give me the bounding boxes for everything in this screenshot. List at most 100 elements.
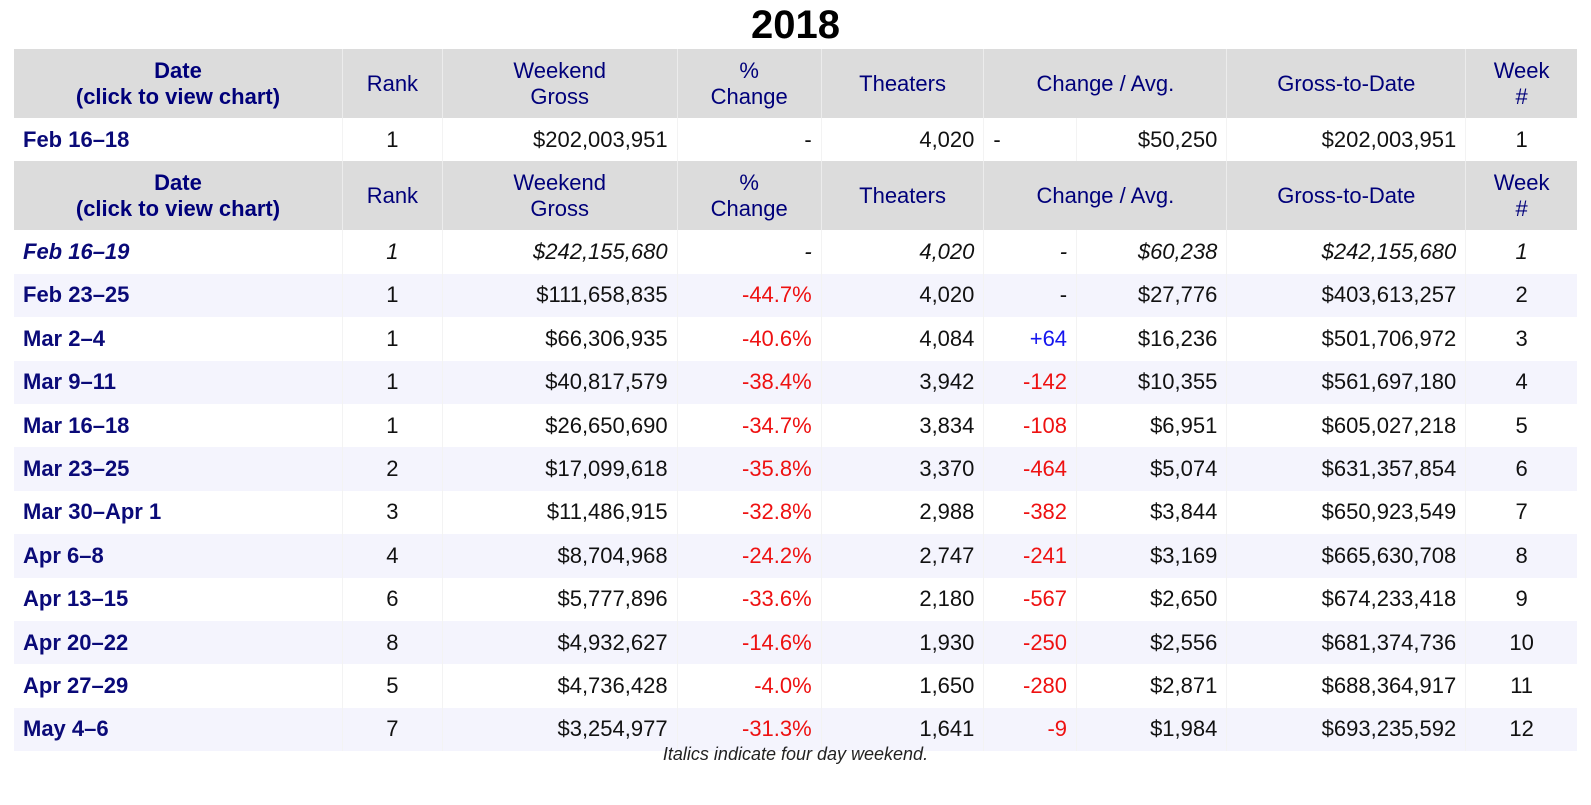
gross-to-date-cell: $561,697,180 — [1226, 360, 1466, 404]
header-rank: Rank — [341, 49, 443, 118]
weekend-gross-cell: $8,704,968 — [441, 534, 678, 578]
average-cell: $6,951 — [1076, 403, 1227, 448]
theater-change-cell: -567 — [983, 577, 1077, 621]
weekend-gross-cell: $11,486,915 — [441, 490, 678, 535]
header-pct-change-line1: % — [739, 169, 759, 195]
week-cell: 4 — [1465, 360, 1577, 404]
average-cell: $2,650 — [1076, 577, 1227, 621]
theater-change-cell: -280 — [983, 664, 1077, 708]
date-link[interactable]: Apr 27–29 — [14, 664, 343, 708]
header-weekend-gross: Weekend Gross — [441, 49, 678, 118]
theaters-cell: 1,641 — [820, 707, 984, 752]
footnote: Italics indicate four day weekend. — [662, 744, 929, 764]
theater-change-cell: - — [983, 230, 1077, 274]
theater-change-cell: -142 — [983, 360, 1077, 404]
theater-change-cell: - — [983, 118, 1077, 162]
average-cell: $16,236 — [1076, 317, 1227, 361]
header-weekend-gross-line2: Gross — [530, 83, 590, 109]
rank-cell: 5 — [341, 664, 443, 708]
theater-change-cell: - — [983, 273, 1077, 318]
header-change-avg: Change / Avg. — [983, 49, 1227, 118]
header-date-hint: (click to view chart) — [75, 83, 281, 109]
theaters-cell: 3,834 — [820, 403, 984, 448]
week-cell: 8 — [1465, 534, 1577, 578]
date-link[interactable]: Mar 9–11 — [14, 360, 343, 404]
week-cell: 6 — [1465, 447, 1577, 491]
theaters-cell: 4,084 — [820, 317, 984, 361]
header-row: Date (click to view chart) Rank Weekend … — [14, 49, 1577, 118]
header-gross-to-date: Gross-to-Date — [1226, 161, 1466, 231]
weekend-gross-cell: $4,736,428 — [441, 664, 678, 708]
table-row: Mar 16–18 1 $26,650,690 -34.7% 3,834 -108 $6,9… — [14, 403, 1577, 448]
rank-cell: 1 — [341, 118, 443, 162]
date-link[interactable]: May 4–6 — [14, 707, 343, 752]
page-title: 2018 — [751, 3, 840, 47]
date-link[interactable]: Mar 23–25 — [14, 447, 343, 491]
rank-cell: 1 — [341, 230, 443, 274]
gross-to-date-cell: $242,155,680 — [1226, 230, 1466, 274]
average-cell: $50,250 — [1076, 118, 1227, 162]
pct-change-cell: -31.3% — [676, 707, 822, 752]
average-cell: $10,355 — [1076, 360, 1227, 404]
header-weekend-gross-line1: Weekend — [513, 169, 606, 195]
date-link[interactable]: Apr 20–22 — [14, 620, 343, 665]
average-cell: $2,871 — [1076, 664, 1227, 708]
header-date: Date (click to view chart) — [14, 161, 343, 231]
gross-to-date-cell: $665,630,708 — [1226, 534, 1466, 578]
table-row: May 4–6 7 $3,254,977 -31.3% 1,641 -9 $1,984 $69… — [14, 707, 1577, 752]
header-weekend-gross-line2: Gross — [530, 195, 590, 221]
header-date-hint: (click to view chart) — [75, 195, 281, 221]
pct-change-cell: -24.2% — [676, 534, 822, 578]
header-week: Week # — [1465, 161, 1577, 231]
date-link[interactable]: Feb 16–19 — [14, 230, 343, 274]
theater-change-cell: -241 — [983, 534, 1077, 578]
average-cell: $3,844 — [1076, 490, 1227, 535]
header-theaters: Theaters — [820, 49, 984, 118]
week-cell: 10 — [1465, 620, 1577, 665]
header-week-line2: # — [1515, 195, 1528, 221]
table-row: Mar 23–25 2 $17,099,618 -35.8% 3,370 -464 $5,0… — [14, 447, 1577, 491]
pct-change-cell: -4.0% — [676, 664, 822, 708]
header-gross-to-date: Gross-to-Date — [1226, 49, 1466, 118]
gross-to-date-cell: $605,027,218 — [1226, 403, 1466, 448]
date-link[interactable]: Feb 23–25 — [14, 273, 343, 318]
theater-change-cell: -9 — [983, 707, 1077, 752]
gross-to-date-cell: $501,706,972 — [1226, 317, 1466, 361]
gross-to-date-cell: $650,923,549 — [1226, 490, 1466, 535]
date-link[interactable]: Mar 16–18 — [14, 403, 343, 448]
average-cell: $3,169 — [1076, 534, 1227, 578]
week-cell: 3 — [1465, 317, 1577, 361]
date-link[interactable]: Apr 6–8 — [14, 534, 343, 578]
theaters-cell: 2,747 — [820, 534, 984, 578]
gross-to-date-cell: $693,235,592 — [1226, 707, 1466, 752]
rank-cell: 1 — [341, 273, 443, 318]
weekend-gross-cell: $242,155,680 — [441, 230, 678, 274]
week-cell: 12 — [1465, 707, 1577, 752]
theater-change-cell: -464 — [983, 447, 1077, 491]
gross-to-date-cell: $403,613,257 — [1226, 273, 1466, 318]
pct-change-cell: -14.6% — [676, 620, 822, 665]
date-link[interactable]: Mar 2–4 — [14, 317, 343, 361]
rank-cell: 1 — [341, 403, 443, 448]
header-week-line1: Week — [1493, 169, 1550, 195]
theater-change-cell: -250 — [983, 620, 1077, 665]
box-office-table: Date (click to view chart) Rank Weekend … — [14, 49, 1577, 752]
rank-cell: 6 — [341, 577, 443, 621]
date-link[interactable]: Apr 13–15 — [14, 577, 343, 621]
table-row: Mar 9–11 1 $40,817,579 -38.4% 3,942 -142 $10,3… — [14, 360, 1577, 404]
header-week-line1: Week — [1493, 57, 1550, 83]
theaters-cell: 2,180 — [820, 577, 984, 621]
gross-to-date-cell: $674,233,418 — [1226, 577, 1466, 621]
header-pct-change: % Change — [676, 49, 822, 118]
date-link[interactable]: Mar 30–Apr 1 — [14, 490, 343, 535]
header-row: Date (click to view chart) Rank Weekend … — [14, 161, 1577, 231]
week-cell: 1 — [1465, 118, 1577, 162]
table-row: Feb 23–25 1 $111,658,835 -44.7% 4,020- $27,77… — [14, 273, 1577, 318]
table-row: Mar 30–Apr 1 3 $11,486,915 -32.8% 2,988 -382 $… — [14, 490, 1577, 535]
header-week-line2: # — [1515, 83, 1528, 109]
average-cell: $60,238 — [1076, 230, 1227, 274]
week-cell: 5 — [1465, 403, 1577, 448]
theaters-cell: 1,650 — [820, 664, 984, 708]
week-cell: 9 — [1465, 577, 1577, 621]
date-link[interactable]: Feb 16–18 — [14, 118, 343, 162]
